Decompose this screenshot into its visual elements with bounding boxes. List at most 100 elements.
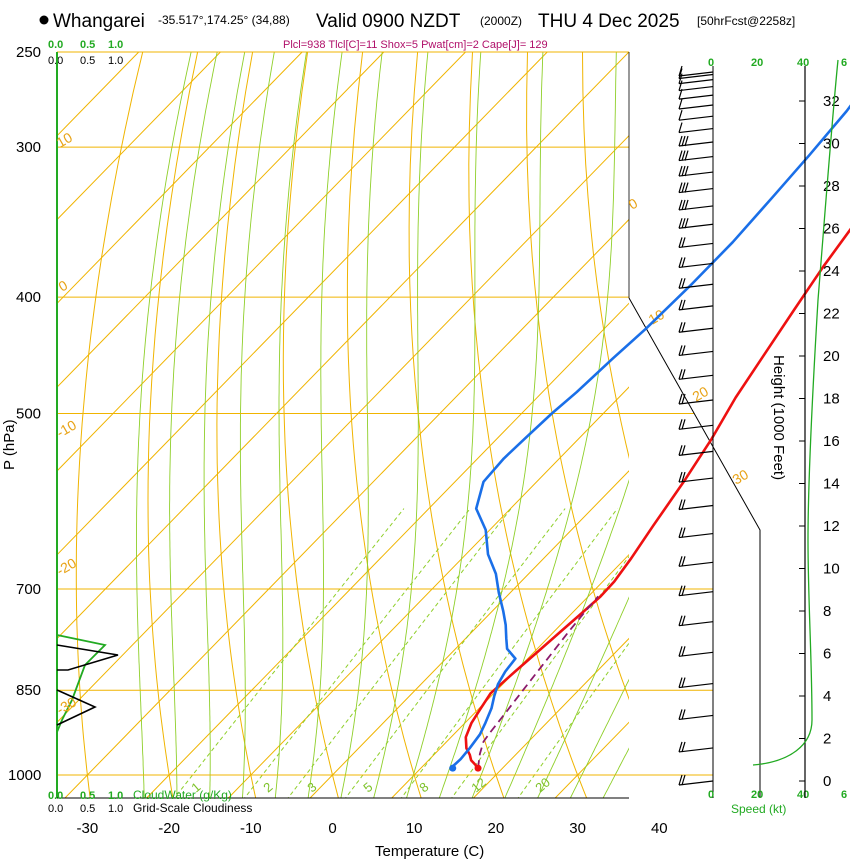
wind-barb-flag <box>678 199 683 211</box>
wind-barb-flag <box>681 556 686 567</box>
wind-barb <box>678 68 714 80</box>
bottom-cloudiness-05: 0.5 <box>80 803 95 815</box>
parcel-parameters: Plcl=938 Tlcl[C]=11 Shox=5 Pwat[cm]=2 Ca… <box>283 39 548 51</box>
top-cloudiness-1: 1.0 <box>108 55 123 67</box>
wind-barb <box>678 98 714 110</box>
dry-adiabat-line <box>75 52 144 798</box>
wind-barb-flag <box>681 445 686 456</box>
wind-barb-staff <box>678 115 714 121</box>
wind-barb-staff <box>678 450 714 456</box>
moist-adiabat-line <box>239 52 275 798</box>
mixing-ratio-line <box>451 555 629 798</box>
wind-barb-flag <box>678 345 683 356</box>
wind-barb-flag <box>678 110 683 121</box>
dry-adiabat-line <box>582 52 629 460</box>
wind-barb-flag <box>681 278 686 289</box>
wind-barb-flag <box>684 135 689 147</box>
height-tick-label: 30 <box>823 136 840 153</box>
wind-barb-flag <box>678 527 683 538</box>
wind-barb-staff <box>678 187 714 194</box>
wind-barb-staff <box>678 205 714 211</box>
isotherm-line <box>309 470 629 798</box>
wind-barb <box>678 237 714 249</box>
dry-adiabat-line <box>638 52 837 800</box>
height-tick-label: 24 <box>823 263 840 280</box>
moist-adiabat-line <box>203 52 246 798</box>
temperature-ticks: -30 -20 -10 0 10 20 30 40 <box>77 820 668 837</box>
parcel-line <box>477 595 599 769</box>
wind-barb-staff <box>678 477 714 483</box>
station-coords: -35.517°,174.25° (34,88) <box>158 13 290 27</box>
surface-temperature-dot <box>474 764 482 772</box>
bottom-cloudwater-05: 0.5 <box>80 790 95 802</box>
wind-barb-flag <box>678 369 683 380</box>
wind-barb-staff <box>678 85 714 92</box>
pressure-tick-label: 850 <box>16 682 41 699</box>
wind-barb-staff <box>678 561 714 567</box>
temperature-line <box>464 227 850 770</box>
wind-barb-staff <box>678 780 714 786</box>
speed-top-40: 40 <box>797 57 809 69</box>
wind-barb <box>678 80 714 92</box>
wind-barb-flag <box>678 150 683 161</box>
moist-adiabat-line <box>274 52 307 798</box>
moist-adiabat-line <box>373 52 429 798</box>
wind-barb <box>678 88 714 100</box>
height-tick-label: 18 <box>823 391 840 408</box>
moist-adiabat-line <box>438 52 544 798</box>
wind-barb <box>678 218 714 229</box>
wind-barb-flag <box>681 709 686 720</box>
wind-barb <box>678 257 714 269</box>
speed-axis-label: Speed (kt) <box>731 802 786 816</box>
temperature-tick-label: 30 <box>569 820 586 837</box>
forecast-info: [50hrFcst@2258z] <box>697 14 795 28</box>
wind-barb-flag <box>678 585 683 596</box>
height-tick-label: 28 <box>823 178 840 195</box>
bottom-cloud-scale: 0.0 0.5 1.0 CloudWater (g/Kg) 0.0 0.5 1.… <box>48 788 252 815</box>
height-tick-label: 0 <box>823 773 831 790</box>
wind-barb <box>678 73 714 85</box>
speed-bottom-6: 6 <box>841 789 847 801</box>
speed-bottom-20: 20 <box>751 789 763 801</box>
wind-barbs <box>678 65 714 786</box>
top-cloudwater-1: 1.0 <box>108 39 123 51</box>
station-marker <box>39 15 49 25</box>
wind-barb <box>678 322 714 333</box>
wind-barb-staff <box>678 504 714 511</box>
height-tick-label: 4 <box>823 688 831 705</box>
temperature-tick-label: -20 <box>158 820 180 837</box>
isotherm-label: 30 <box>730 466 752 488</box>
wind-barb-flag <box>681 585 686 596</box>
cloudiness-label: Grid-Scale Cloudiness <box>133 801 252 815</box>
mixing-ratio-line <box>400 508 618 798</box>
temperature-tick-label: 40 <box>651 820 668 837</box>
wind-barb-staff <box>678 127 714 134</box>
wind-barb-staff <box>678 532 714 539</box>
wind-barb <box>678 135 714 147</box>
wind-barb-flag <box>681 393 686 405</box>
isotherm-label: 10 <box>54 129 76 151</box>
mixing-ratio-label: 8 <box>416 779 431 795</box>
speed-top-20: 20 <box>751 57 763 69</box>
mixing-ratio-lines <box>173 508 629 798</box>
wind-barb-flag <box>678 237 683 248</box>
wind-barb-staff <box>678 399 714 405</box>
pressure-tick-label: 500 <box>16 406 41 423</box>
moist-adiabat-line <box>471 52 617 798</box>
wind-barb-flag <box>681 345 686 356</box>
wind-barb <box>678 165 714 177</box>
wind-barb-staff <box>678 424 714 430</box>
wind-barb-staff <box>678 223 714 229</box>
wind-barb-flag <box>681 499 686 510</box>
wind-barb-flag <box>681 471 686 483</box>
isotherm-line <box>146 302 629 798</box>
pressure-tick-label: 400 <box>16 289 41 306</box>
wind-barb-flag <box>678 445 683 456</box>
wind-barb-flag <box>678 135 683 147</box>
wind-barb-flag <box>684 199 689 211</box>
surface-dewpoint-dot <box>449 764 457 772</box>
mixing-ratio-line <box>517 642 629 798</box>
height-tick-label: 14 <box>823 476 840 493</box>
mixing-ratio-label: 2 <box>260 779 275 795</box>
